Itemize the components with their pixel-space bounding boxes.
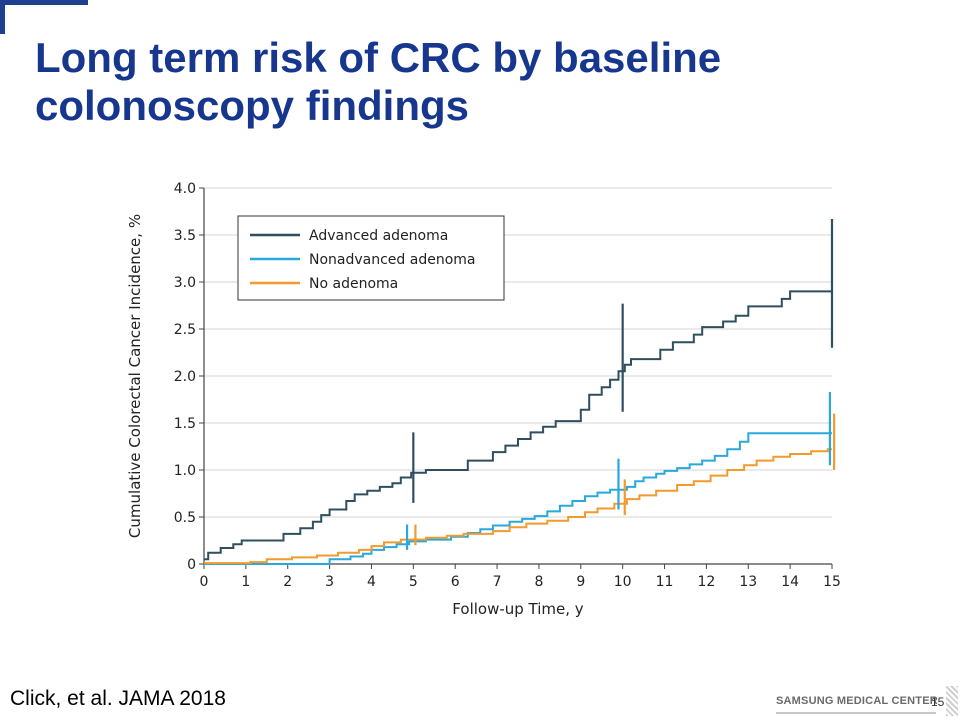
corner-bar-horizontal [0, 0, 88, 5]
x-tick-label: 2 [283, 574, 292, 590]
x-tick-label: 0 [200, 574, 209, 590]
y-axis-label: Cumulative Colorectal Cancer Incidence, … [126, 214, 144, 538]
error-bars [405, 219, 836, 550]
x-tick-label: 4 [367, 574, 376, 590]
x-tick-label: 10 [614, 574, 632, 590]
x-tick-label: 7 [493, 574, 502, 590]
y-tick-label: 1.0 [174, 463, 196, 479]
legend: Advanced adenoma Nonadvanced adenoma No ad… [237, 215, 505, 301]
y-tick-label: 3.5 [174, 228, 196, 244]
y-tick-label: 2.0 [174, 369, 196, 385]
x-tick-label: 1 [241, 574, 250, 590]
y-tick-label: 0 [187, 557, 196, 573]
series-lines [204, 290, 832, 565]
x-tick-label: 15 [823, 574, 841, 590]
footer-rule [776, 712, 936, 714]
series-line [204, 448, 832, 565]
series-line [204, 290, 832, 561]
legend-entry: No adenoma [309, 276, 398, 292]
y-tick-label: 4.0 [174, 181, 196, 197]
y-tick-label: 2.5 [174, 322, 196, 338]
y-tick-label: 0.5 [174, 510, 196, 526]
corner-bar-vertical [0, 0, 5, 34]
page-number: 15 [931, 695, 945, 709]
y-tick-label: 3.0 [174, 275, 196, 291]
citation: Click, et al. JAMA 2018 [10, 687, 226, 710]
legend-entry: Advanced adenoma [309, 228, 448, 244]
footer-corner-decoration [946, 686, 958, 716]
x-axis-label: Follow-up Time, y [452, 600, 584, 618]
x-tick-label: 13 [739, 574, 757, 590]
x-tick-label: 9 [576, 574, 585, 590]
x-tick-label: 8 [534, 574, 543, 590]
legend-entry: Nonadvanced adenoma [309, 252, 476, 268]
x-tick-label: 12 [697, 574, 715, 590]
slide-title: Long term risk of CRC by baseline colono… [35, 34, 722, 129]
x-tick-label: 11 [656, 574, 674, 590]
incidence-chart: 00.51.01.52.02.53.03.54.00 1 2 3 4 5 6 7 8 9 10 11 1… [126, 181, 841, 618]
series-line [204, 432, 832, 565]
x-tick-label: 3 [325, 574, 334, 590]
x-tick-label: 6 [451, 574, 460, 590]
x-tick-label: 5 [409, 574, 418, 590]
footer-logo: SAMSUNG MEDICAL CENTER [776, 695, 938, 707]
y-tick-label: 1.5 [174, 416, 196, 432]
corner-decoration [0, 0, 88, 34]
x-tick-label: 14 [781, 574, 799, 590]
